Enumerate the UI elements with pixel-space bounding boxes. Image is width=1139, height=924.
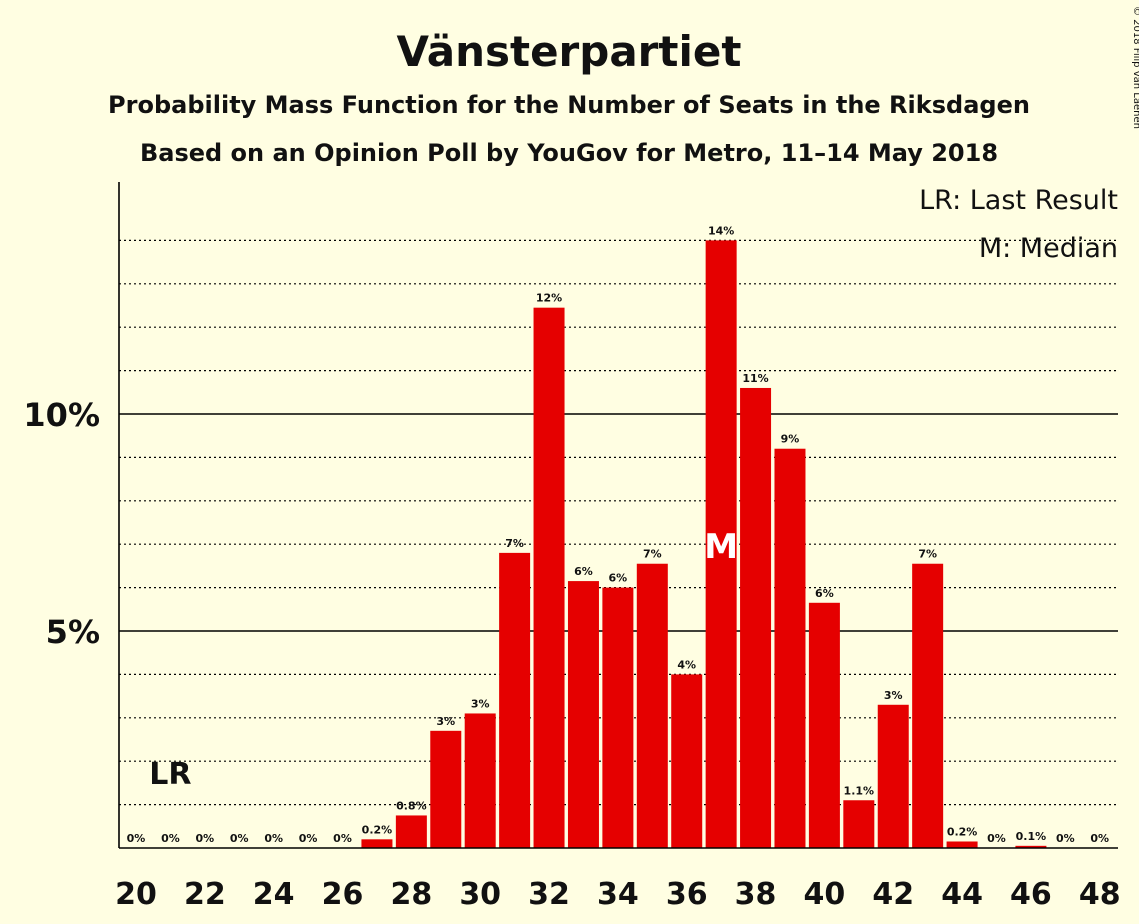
bar-label-seat-24: 0% xyxy=(264,832,283,845)
bar-label-seat-33: 6% xyxy=(574,565,593,578)
bar-seat-34 xyxy=(602,587,634,848)
median-marker: M xyxy=(704,527,738,567)
bar-seat-29 xyxy=(430,730,462,848)
x-tick-28: 28 xyxy=(390,877,432,912)
y-tick-5: 5% xyxy=(46,613,100,651)
bar-seat-35 xyxy=(636,563,668,848)
bar-label-seat-25: 0% xyxy=(299,832,318,845)
bar-label-seat-34: 6% xyxy=(609,572,628,585)
bar-label-seat-30: 3% xyxy=(471,697,490,710)
x-tick-42: 42 xyxy=(872,877,914,912)
bar-seat-41 xyxy=(843,800,875,848)
bar-seat-33 xyxy=(567,581,599,848)
bar-seat-28 xyxy=(395,815,427,848)
bar-label-seat-21: 0% xyxy=(161,832,180,845)
bar-label-seat-45: 0% xyxy=(987,832,1006,845)
bar-seat-31 xyxy=(499,552,531,848)
bar-label-seat-38: 11% xyxy=(742,372,768,385)
bar-label-seat-41: 1.1% xyxy=(844,784,875,797)
bar-label-seat-43: 7% xyxy=(918,548,937,561)
chart-subtitle-1: Probability Mass Function for the Number… xyxy=(108,91,1030,119)
x-tick-34: 34 xyxy=(597,877,639,912)
bar-label-seat-44: 0.2% xyxy=(947,825,978,838)
axes xyxy=(118,182,1118,849)
x-tick-26: 26 xyxy=(322,877,364,912)
x-tick-22: 22 xyxy=(184,877,226,912)
bar-label-seat-31: 7% xyxy=(505,537,524,550)
bar-seat-43 xyxy=(912,563,944,848)
bar-labels: 0% 0% 0% 0% 0% 0% 0%0.2%0.8%3%3%7%12%6%6%7%4%1… xyxy=(127,224,1109,845)
bar-label-seat-39: 9% xyxy=(781,433,800,446)
x-tick-44: 44 xyxy=(941,877,983,912)
x-tick-38: 38 xyxy=(735,877,777,912)
bar-label-seat-40: 6% xyxy=(815,587,834,600)
bar-label-seat-26: 0% xyxy=(333,832,352,845)
bar-label-seat-37: 14% xyxy=(708,224,734,237)
bar-seat-39 xyxy=(774,448,806,848)
bar-label-seat-29: 3% xyxy=(436,715,455,728)
bar-label-seat-22: 0% xyxy=(195,832,214,845)
bar-label-seat-36: 4% xyxy=(677,658,696,671)
bar-seat-36 xyxy=(671,674,703,848)
bar-seat-32 xyxy=(533,307,565,848)
bar-seat-44 xyxy=(946,841,978,848)
bar-label-seat-28: 0.8% xyxy=(396,799,427,812)
bar-seat-30 xyxy=(464,713,496,848)
bar-label-seat-35: 7% xyxy=(643,548,662,561)
bar-label-seat-32: 12% xyxy=(536,292,562,305)
x-tick-30: 30 xyxy=(459,877,501,912)
copyright-note: © 2018 Filip van Laenen xyxy=(1131,6,1139,129)
legend-median: M: Median xyxy=(979,233,1118,264)
bar-label-seat-47: 0% xyxy=(1056,832,1075,845)
bar-label-seat-46: 0.1% xyxy=(1016,830,1047,843)
bar-label-seat-20: 0% xyxy=(127,832,146,845)
chart-title: Vänsterpartiet xyxy=(397,27,742,76)
bar-seat-46 xyxy=(1015,845,1047,848)
bar-seat-37 xyxy=(705,240,737,848)
gridlines xyxy=(119,239,1118,806)
bar-seat-27 xyxy=(361,839,393,848)
bar-seat-40 xyxy=(808,602,840,848)
bars xyxy=(361,240,1047,848)
bar-seat-38 xyxy=(740,387,772,848)
bar-label-seat-42: 3% xyxy=(884,689,903,702)
last-result-marker: LR xyxy=(149,757,191,792)
x-tick-48: 48 xyxy=(1079,877,1121,912)
bar-label-seat-27: 0.2% xyxy=(362,823,393,836)
x-tick-labels: 20 22 24 26 28 30 32 34 36 38 40 42 44 46 48 xyxy=(115,877,1121,912)
bar-label-seat-23: 0% xyxy=(230,832,249,845)
bar-seat-42 xyxy=(877,704,909,848)
y-tick-labels: 5% 10% xyxy=(23,396,100,651)
x-tick-40: 40 xyxy=(804,877,846,912)
bar-label-seat-48: 0% xyxy=(1090,832,1109,845)
chart-subtitle-2: Based on an Opinion Poll by YouGov for M… xyxy=(140,139,998,167)
x-tick-36: 36 xyxy=(666,877,708,912)
y-tick-10: 10% xyxy=(23,396,100,434)
x-tick-20: 20 xyxy=(115,877,157,912)
x-tick-46: 46 xyxy=(1010,877,1052,912)
x-tick-24: 24 xyxy=(253,877,295,912)
legend-last-result: LR: Last Result xyxy=(919,185,1118,216)
x-tick-32: 32 xyxy=(528,877,570,912)
